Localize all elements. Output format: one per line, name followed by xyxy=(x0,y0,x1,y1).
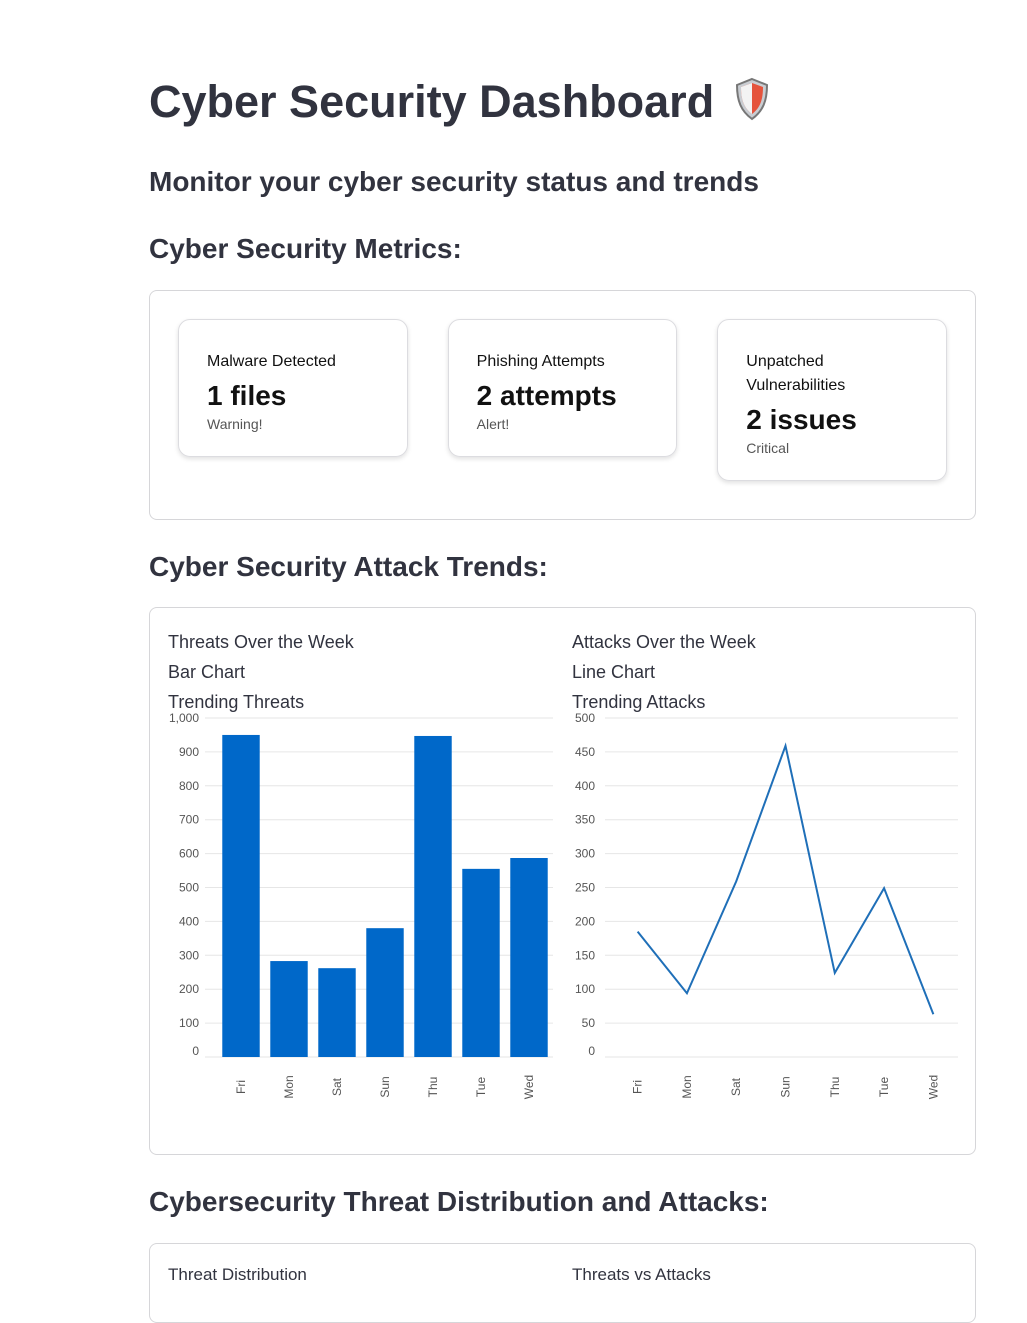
bar xyxy=(318,968,356,1057)
chart-subtitle: Bar Chart xyxy=(168,662,245,682)
metric-value: 1 files xyxy=(207,380,287,411)
bar xyxy=(366,928,404,1057)
metric-value: 2 issues xyxy=(746,404,857,435)
y-tick-label: 300 xyxy=(179,948,199,962)
x-tick-label: Wed xyxy=(522,1075,536,1099)
bar xyxy=(222,734,260,1057)
dashboard: Cyber Security Dashboard Monitor your cy… xyxy=(149,76,976,1323)
y-tick-label: 400 xyxy=(179,914,199,928)
x-tick-label: Thu xyxy=(426,1077,440,1098)
line xyxy=(636,742,935,1015)
y-tick-label: 300 xyxy=(575,847,595,861)
x-tick-label: Tue xyxy=(877,1077,891,1098)
metric-delta: Warning! xyxy=(207,416,263,432)
y-tick-label: 200 xyxy=(179,982,199,996)
x-tick-label: Fri xyxy=(631,1080,645,1094)
section-heading: Cyber Security Attack Trends: xyxy=(149,551,548,582)
bar xyxy=(510,858,548,1057)
x-tick-label: Sat xyxy=(330,1077,344,1096)
y-tick-label: 50 xyxy=(582,1016,596,1030)
chart-title: Attacks Over the Week xyxy=(572,632,757,652)
y-tick-label: 0 xyxy=(192,1044,199,1058)
y-tick-label: 400 xyxy=(575,779,595,793)
metric-card: Malware Detected 1 files Warning! xyxy=(178,319,408,457)
section-heading: Cyber Security Metrics: xyxy=(149,233,462,264)
y-tick-label: 0 xyxy=(588,1044,595,1058)
bar xyxy=(462,868,500,1057)
y-tick-label: 500 xyxy=(575,711,595,725)
y-tick-label: 500 xyxy=(179,881,199,895)
y-tick-label: 250 xyxy=(575,881,595,895)
metric-delta: Critical xyxy=(746,440,790,456)
y-tick-label: 900 xyxy=(179,745,199,759)
y-tick-label: 200 xyxy=(575,914,595,928)
charts: Threat Distribution Threats vs Attacks T… xyxy=(168,632,958,1280)
y-tick-label: 800 xyxy=(179,779,199,793)
x-tick-label: Fri xyxy=(234,1080,248,1094)
panel-title: Threat Distribution xyxy=(168,1265,307,1280)
metric-delta: Alert! xyxy=(476,416,510,432)
chart-subtitle: Line Chart xyxy=(572,662,655,682)
y-tick-label: 1,000 xyxy=(169,711,199,725)
y-tick-label: 600 xyxy=(179,847,199,861)
x-tick-label: Tue xyxy=(474,1077,488,1098)
charts-container xyxy=(149,607,976,1155)
page-subtitle: Monitor your cyber security status and t… xyxy=(149,166,759,197)
metric-label: Unpatched Vulnerabilities xyxy=(746,353,846,394)
y-tick-label: 100 xyxy=(575,982,595,996)
metric-label: Malware Detected xyxy=(207,353,336,370)
shield-icon xyxy=(735,77,768,121)
chart-caption: Trending Attacks xyxy=(572,692,705,712)
x-tick-label: Wed xyxy=(926,1075,940,1099)
page-title: Cyber Security Dashboard xyxy=(149,76,715,127)
metric-card: Unpatched Vulnerabilities 2 issues Criti… xyxy=(717,319,948,481)
x-tick-label: Mon xyxy=(680,1075,694,1098)
x-tick-label: Sun xyxy=(378,1076,392,1097)
y-tick-label: 150 xyxy=(575,948,595,962)
panel-title: Threats vs Attacks xyxy=(572,1265,711,1280)
page-title-wrap: Cyber Security Dashboard xyxy=(149,76,771,128)
y-tick-label: 700 xyxy=(179,813,199,827)
metric-value: 2 attempts xyxy=(476,380,617,411)
x-tick-label: Thu xyxy=(828,1077,842,1098)
x-tick-label: Sat xyxy=(729,1077,743,1096)
x-tick-label: Sun xyxy=(779,1076,793,1097)
x-tick-label: Mon xyxy=(282,1075,296,1098)
chart-caption: Trending Threats xyxy=(168,692,304,712)
metric-card: Phishing Attempts 2 attempts Alert! xyxy=(447,319,678,457)
bar xyxy=(414,735,452,1057)
page: Cyber Security Dashboard {"header": {"ti… xyxy=(149,76,976,1323)
y-tick-label: 350 xyxy=(575,813,595,827)
y-tick-label: 100 xyxy=(179,1016,199,1030)
bar xyxy=(270,961,308,1057)
section-heading: Cybersecurity Threat Distribution and At… xyxy=(149,1186,769,1217)
y-tick-label: 450 xyxy=(575,745,595,759)
metrics-container: Malware Detected 1 files Warning! Phishi… xyxy=(149,290,976,520)
chart-title: Threats Over the Week xyxy=(168,632,355,652)
metric-label: Phishing Attempts xyxy=(476,353,605,370)
